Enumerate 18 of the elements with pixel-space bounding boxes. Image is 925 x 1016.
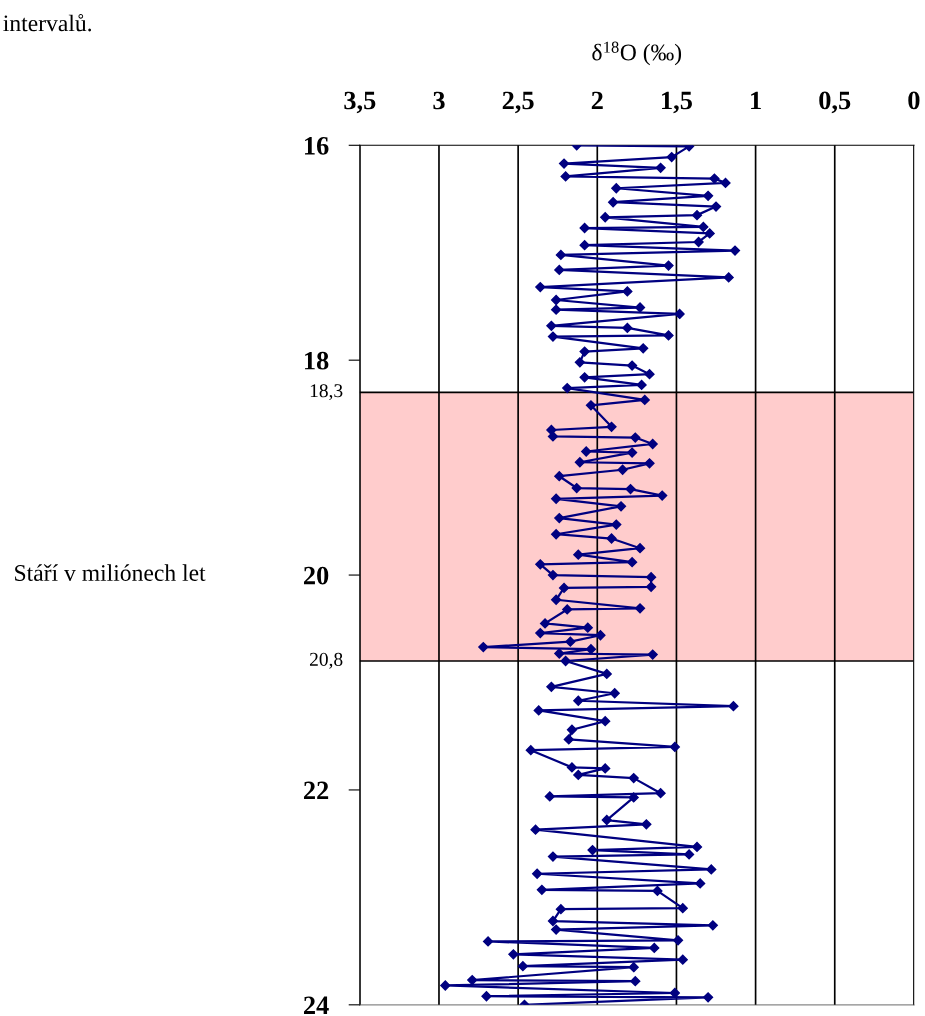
- x-tick-label: 0,5: [819, 91, 851, 114]
- x-axis-title: δ$^{18}$O (‰): [592, 41, 682, 66]
- y-tick-label: 22: [303, 781, 329, 800]
- x-tick-label: 0: [908, 91, 920, 110]
- y-tick-label: 24: [303, 996, 329, 1014]
- y-tick-label: 18: [305, 351, 329, 370]
- ref-line-label: 20,8: [309, 652, 343, 669]
- x-tick-label: 1: [751, 91, 761, 110]
- x-tick-label: 1,5: [662, 91, 692, 114]
- text: intervalů.: [3, 13, 92, 32]
- x-tick-label: 2: [591, 91, 603, 110]
- x-tick-label: 3: [433, 91, 445, 110]
- y-axis-title: Stáří v miliónech let: [15, 564, 206, 581]
- y-tick-label: 20: [303, 566, 329, 585]
- ref-line-label: 18,3: [310, 384, 343, 401]
- x-tick-label: 2,5: [502, 91, 534, 114]
- y-tick-label: 16: [305, 136, 329, 155]
- x-tick-label: 3,5: [344, 91, 376, 114]
